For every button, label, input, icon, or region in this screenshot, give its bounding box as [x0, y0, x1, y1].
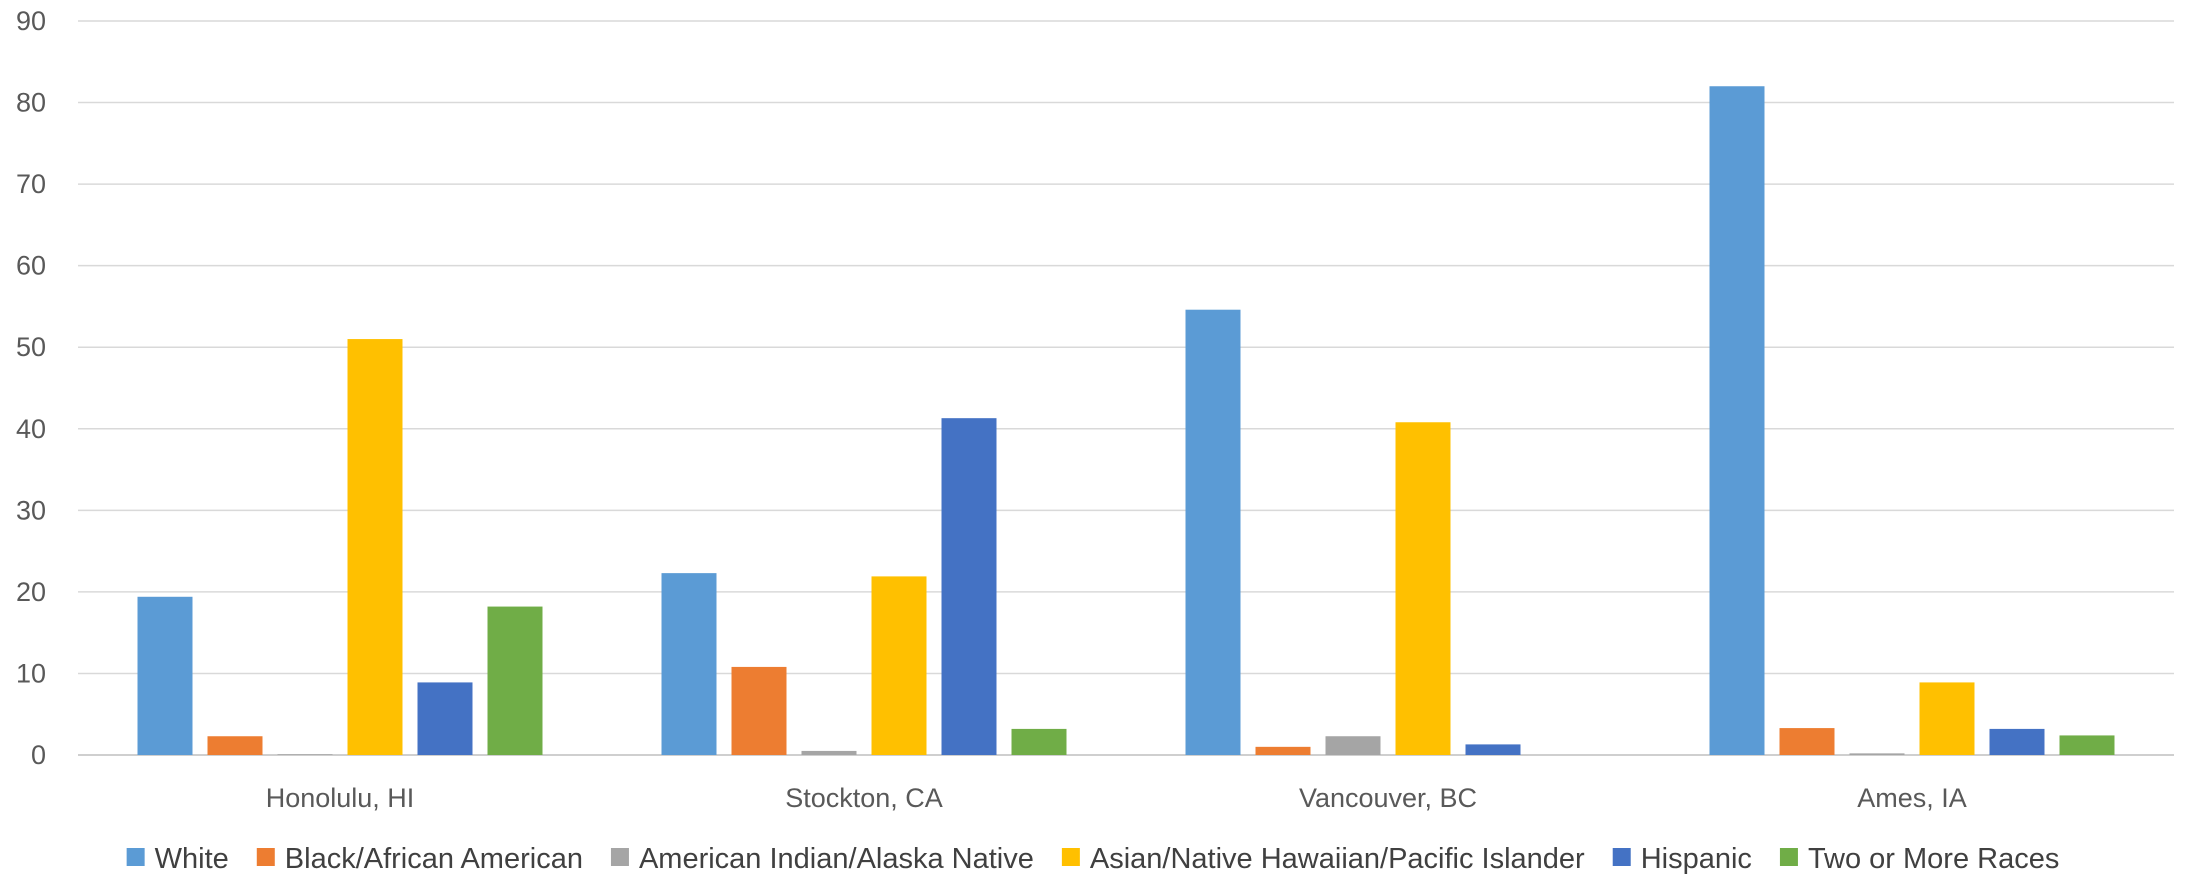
bar-0-0	[137, 596, 193, 755]
legend-item-1: Black/African American	[256, 843, 583, 875]
bar-0-3	[347, 339, 403, 755]
legend-item-2: American Indian/Alaska Native	[610, 843, 1034, 875]
y-tick-label: 40	[16, 414, 46, 444]
legend-swatch	[1779, 848, 1798, 866]
legend-item-0: White	[126, 843, 229, 875]
legend-swatch	[610, 848, 629, 866]
y-tick-label: 30	[16, 495, 46, 525]
legend-label: Asian/Native Hawaiian/Pacific Islander	[1090, 843, 1585, 875]
bar-3-3	[1919, 682, 1975, 755]
bar-2-0	[1185, 309, 1241, 755]
legend-item-3: Asian/Native Hawaiian/Pacific Islander	[1061, 843, 1585, 875]
bar-3-4	[1989, 728, 2045, 755]
x-tick-label: Ames, IA	[1857, 783, 1967, 813]
legend-label: Hispanic	[1641, 843, 1752, 875]
bar-1-5	[1011, 728, 1067, 755]
legend-label: Two or More Races	[1808, 843, 2059, 875]
legend-label: American Indian/Alaska Native	[639, 843, 1034, 875]
y-tick-label: 10	[16, 658, 46, 688]
x-axis: Honolulu, HI Stockton, CA Vancouver, BC Ame…	[266, 783, 1967, 813]
legend-swatch	[1061, 848, 1080, 866]
legend: White Black/African American American Indi…	[126, 843, 2059, 875]
legend-swatch	[256, 848, 275, 866]
bars	[137, 86, 2115, 755]
x-tick-label: Vancouver, BC	[1299, 783, 1477, 813]
bar-3-0	[1709, 86, 1765, 755]
gridlines	[78, 20, 2174, 756]
bar-1-4	[941, 418, 997, 755]
legend-label: Black/African American	[285, 843, 583, 875]
x-tick-label: Stockton, CA	[785, 783, 943, 813]
legend-label: White	[155, 843, 229, 875]
x-tick-label: Honolulu, HI	[266, 783, 415, 813]
y-axis: 0 10 20 30 40 50 60 70 80 90	[16, 6, 46, 770]
bar-1-0	[661, 573, 717, 755]
y-tick-label: 90	[16, 6, 46, 36]
bar-0-5	[487, 606, 543, 755]
bar-2-1	[1255, 746, 1311, 755]
bar-0-1	[207, 736, 263, 755]
bar-2-2	[1325, 736, 1381, 755]
bar-3-1	[1779, 728, 1835, 755]
legend-swatch	[1612, 848, 1631, 866]
bar-1-2	[801, 750, 857, 755]
y-tick-label: 70	[16, 169, 46, 199]
y-tick-label: 80	[16, 88, 46, 118]
bar-0-4	[417, 682, 473, 755]
bar-1-3	[871, 576, 927, 755]
y-tick-label: 60	[16, 251, 46, 281]
y-tick-label: 50	[16, 332, 46, 362]
legend-item-4: Hispanic	[1612, 843, 1752, 875]
bar-3-2	[1849, 753, 1905, 755]
bar-0-2	[277, 754, 333, 755]
bar-1-1	[731, 666, 787, 755]
legend-item-5: Two or More Races	[1779, 843, 2059, 875]
y-tick-label: 20	[16, 577, 46, 607]
bar-2-3	[1395, 422, 1451, 755]
y-tick-label: 0	[31, 740, 46, 770]
bar-3-5	[2059, 735, 2115, 755]
legend-swatch	[126, 848, 145, 866]
bar-2-4	[1465, 744, 1521, 755]
